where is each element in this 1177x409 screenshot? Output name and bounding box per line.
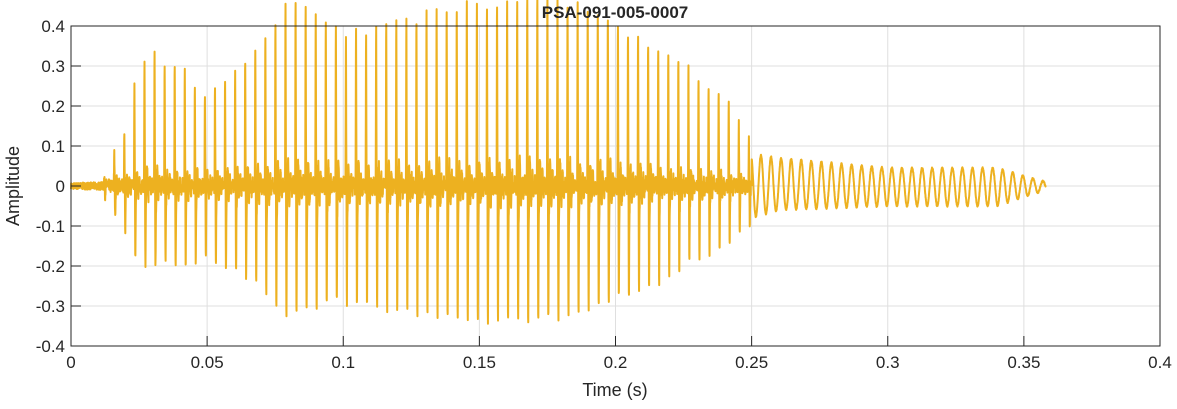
y-tick-label: 0.4 [41,17,65,36]
x-tick-label: 0.3 [876,353,900,372]
y-tick-label: 0.3 [41,57,65,76]
x-tick-label: 0.25 [735,353,768,372]
y-tick-label: -0.3 [36,297,65,316]
ticks: 0 0.05 0.1 0.15 0.2 0.25 0.3 0.35 0.4 0.4 0.3 0.2 0.… [36,17,1172,372]
x-tick-label: 0 [66,353,75,372]
y-tick-label: 0.2 [41,97,65,116]
y-tick-label: -0.2 [36,257,65,276]
x-tick-label: 0.35 [1007,353,1040,372]
x-tick-label: 0.15 [463,353,496,372]
x-tick-label: 0.2 [604,353,628,372]
y-axis-label: Amplitude [3,146,23,226]
y-tick-label: 0 [56,177,65,196]
x-tick-label: 0.4 [1148,353,1172,372]
y-tick-label: -0.4 [36,337,65,356]
chart-title: PSA-091-005-0007 [542,3,688,22]
x-tick-label: 0.05 [191,353,224,372]
y-tick-label: 0.1 [41,137,65,156]
waveform-line [70,0,1047,325]
x-tick-label: 0.1 [331,353,355,372]
x-axis-label: Time (s) [582,380,647,400]
y-tick-label: -0.1 [36,217,65,236]
